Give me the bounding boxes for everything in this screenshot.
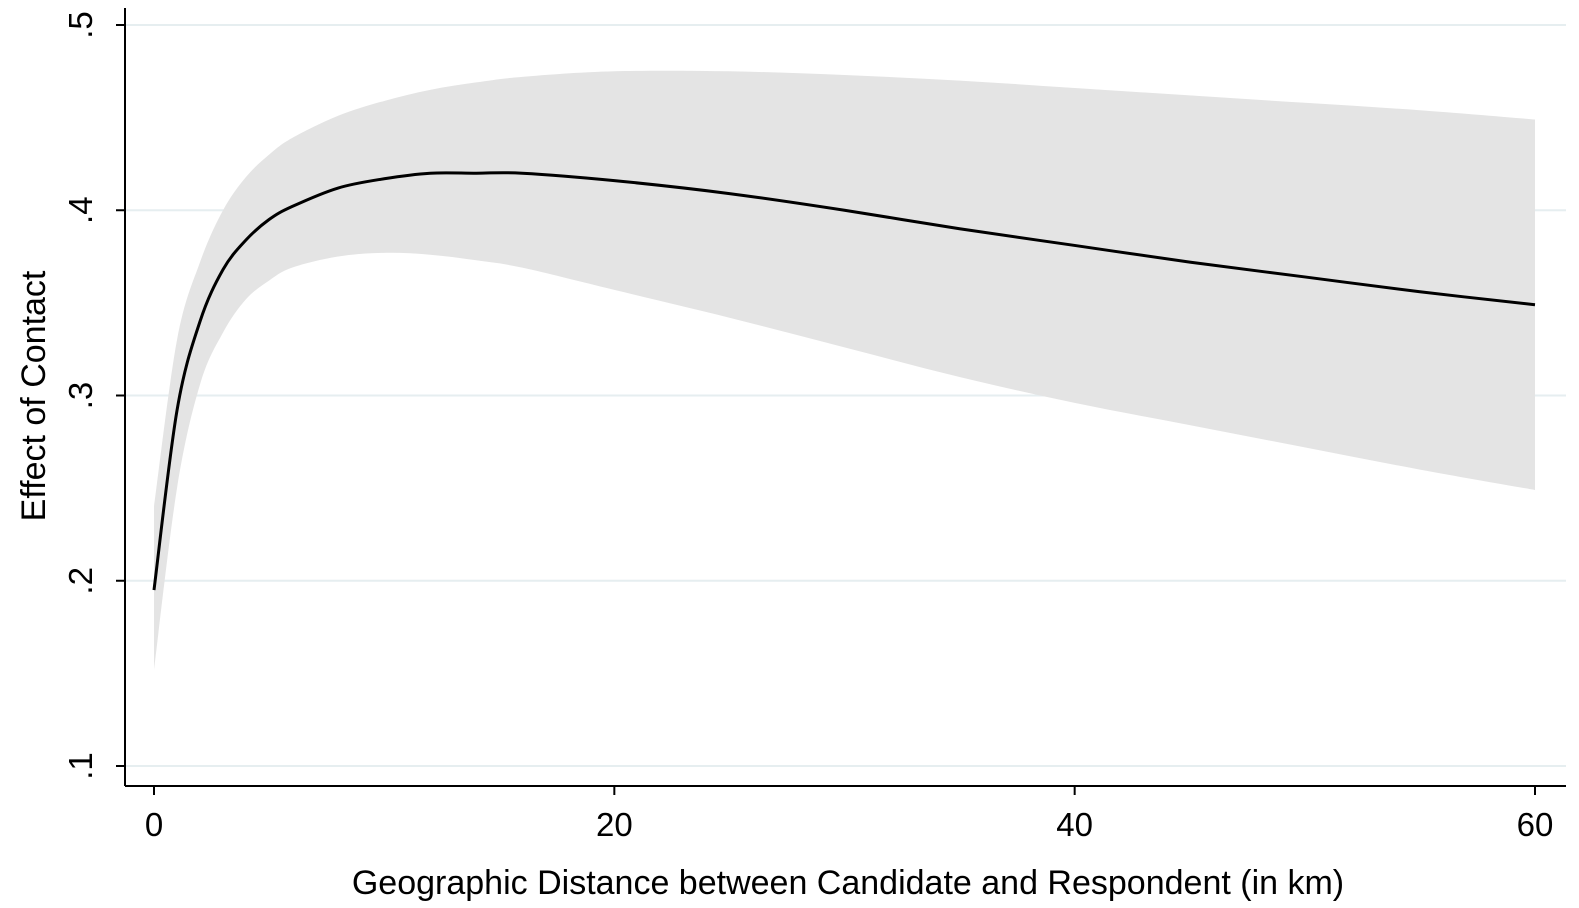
x-tick-label-0: 0: [145, 806, 163, 843]
x-axis-ticks: 0 20 40 60: [145, 786, 1554, 843]
x-tick-label-3: 60: [1517, 806, 1554, 843]
x-tick-label-1: 20: [596, 806, 633, 843]
y-axis-title: Effect of Contact: [15, 270, 53, 521]
y-tick-label-2: .3: [62, 382, 99, 410]
y-tick-label-0: .1: [62, 752, 99, 780]
x-tick-label-2: 40: [1056, 806, 1093, 843]
confidence-interval-band: [154, 70, 1535, 670]
estimate-line: [152, 171, 1536, 591]
y-axis-ticks: .1 .2 .3 .4 .5: [62, 11, 125, 780]
x-axis-title: Geographic Distance between Candidate an…: [352, 864, 1344, 902]
y-tick-label-1: .2: [62, 567, 99, 595]
y-tick-label-4: .5: [62, 11, 99, 39]
y-tick-label-3: .4: [62, 196, 99, 224]
